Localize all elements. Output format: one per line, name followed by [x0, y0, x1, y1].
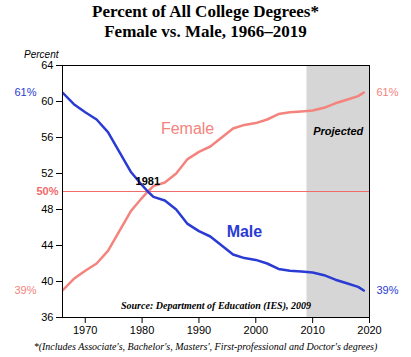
svg-text:2000: 2000	[244, 324, 268, 336]
svg-text:36: 36	[41, 311, 53, 323]
svg-text:Projected: Projected	[313, 125, 363, 137]
svg-text:44: 44	[41, 239, 53, 251]
svg-text:2010: 2010	[300, 324, 324, 336]
svg-text:61%: 61%	[14, 86, 36, 98]
svg-text:2020: 2020	[357, 324, 381, 336]
svg-text:39%: 39%	[14, 284, 36, 296]
svg-text:61%: 61%	[377, 86, 399, 98]
svg-text:Female: Female	[161, 120, 214, 137]
svg-text:39%: 39%	[377, 284, 399, 296]
svg-text:52: 52	[41, 167, 53, 179]
svg-text:40: 40	[41, 275, 53, 287]
svg-text:64: 64	[41, 59, 53, 71]
svg-text:1981: 1981	[136, 175, 160, 187]
svg-text:Source: Department of Educatio: Source: Department of Education (IES), 2…	[121, 300, 311, 312]
svg-text:Male: Male	[227, 223, 263, 240]
svg-text:1970: 1970	[73, 324, 97, 336]
svg-text:48: 48	[41, 203, 53, 215]
svg-text:60: 60	[41, 95, 53, 107]
html-text:Percent of All College Degrees: Percent of All College Degrees*	[92, 2, 319, 21]
svg-text:50%: 50%	[36, 185, 58, 197]
svg-text:1990: 1990	[187, 324, 211, 336]
html-text:*(Includes Associate's, Bachel: *(Includes Associate's, Bachelor's, Mast…	[33, 341, 378, 353]
svg-text:Percent: Percent	[24, 49, 60, 60]
svg-text:1980: 1980	[130, 324, 154, 336]
html-text:Female vs. Male, 1966–2019: Female vs. Male, 1966–2019	[104, 21, 307, 41]
svg-text:56: 56	[41, 131, 53, 143]
